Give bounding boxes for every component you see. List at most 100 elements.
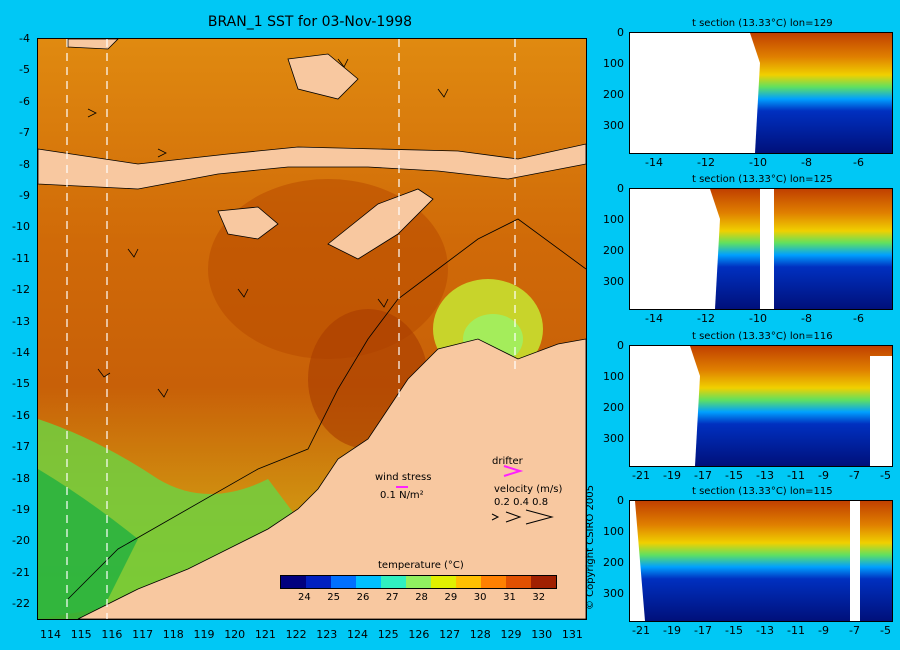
lon-tick-label: 116 bbox=[101, 628, 123, 641]
latitude-tick-label: -11 bbox=[787, 469, 805, 482]
lat-tick-label: -8 bbox=[19, 157, 30, 171]
lon-tick-label: 126 bbox=[408, 628, 430, 641]
colorbar-tick: 28 bbox=[415, 592, 428, 603]
latitude-tick-label: -6 bbox=[853, 156, 864, 169]
wind-stress-arrow-icon bbox=[396, 486, 408, 488]
colorbar-swatch bbox=[331, 576, 356, 588]
velocity-label: velocity (m/s) bbox=[494, 484, 563, 495]
latitude-tick-label: -7 bbox=[849, 624, 860, 637]
section-panel bbox=[629, 500, 893, 622]
section-plot bbox=[630, 346, 892, 466]
section-panel bbox=[629, 345, 893, 467]
latitude-tick-label: -15 bbox=[725, 469, 743, 482]
velocity-values: 0.2 0.4 0.8 bbox=[494, 497, 549, 508]
depth-tick-label: 100 bbox=[603, 370, 624, 383]
australia-landmass bbox=[77, 338, 586, 619]
section-title: t section (13.33°C) lon=115 bbox=[692, 486, 833, 497]
depth-tick-label: 0 bbox=[617, 494, 624, 507]
colorbar-tick: 32 bbox=[532, 592, 546, 603]
section-title: t section (13.33°C) lon=125 bbox=[692, 174, 833, 185]
colorbar-swatch bbox=[306, 576, 331, 588]
lat-tick-label: -22 bbox=[12, 597, 30, 611]
drifter-arrow-icon bbox=[503, 465, 524, 477]
latitude-tick-label: -10 bbox=[749, 156, 767, 169]
depth-tick-label: 200 bbox=[603, 88, 624, 101]
lat-tick-label: -4 bbox=[19, 32, 30, 45]
colorbar-tick: 29 bbox=[444, 592, 458, 603]
latitude-tick-label: -19 bbox=[663, 624, 681, 637]
lon-tick-label: 127 bbox=[439, 628, 461, 641]
latitude-tick-label: -7 bbox=[849, 469, 860, 482]
lat-tick-label: -14 bbox=[12, 346, 30, 359]
colorbar bbox=[280, 575, 557, 589]
lat-tick-label: -12 bbox=[12, 283, 30, 297]
lat-tick-label: -7 bbox=[19, 126, 30, 140]
depth-tick-label: 0 bbox=[617, 339, 624, 352]
colorbar-swatch bbox=[381, 576, 406, 588]
lat-tick-label: -5 bbox=[19, 63, 30, 77]
lon-tick-label: 125 bbox=[377, 628, 399, 641]
depth-tick-label: 100 bbox=[603, 57, 624, 70]
lat-tick-label: -18 bbox=[12, 471, 30, 485]
copyright: © Copyright CSIRO 2005 bbox=[585, 485, 596, 610]
latitude-tick-label: -21 bbox=[632, 624, 650, 637]
lon-tick-label: 123 bbox=[316, 628, 338, 641]
lon-tick-label: 124 bbox=[347, 628, 368, 641]
lon-tick-label: 128 bbox=[469, 628, 491, 641]
coastal-upwelling bbox=[38, 469, 138, 619]
colorbar-tick: 24 bbox=[298, 592, 311, 603]
colorbar-tick: 26 bbox=[356, 592, 370, 603]
sst-map bbox=[37, 38, 587, 620]
colorbar-swatch bbox=[281, 576, 306, 588]
colorbar-swatch bbox=[431, 576, 456, 588]
section-plot bbox=[630, 33, 892, 153]
section-plot bbox=[630, 189, 892, 309]
lat-tick-label: -11 bbox=[12, 251, 30, 265]
latitude-tick-label: -5 bbox=[880, 624, 891, 637]
lon-tick-label: 131 bbox=[561, 628, 583, 641]
latitude-tick-label: -11 bbox=[787, 624, 805, 637]
lon-tick-label: 117 bbox=[132, 628, 154, 641]
section-panel bbox=[629, 32, 893, 154]
latitude-tick-label: -14 bbox=[645, 156, 663, 169]
section-title: t section (13.33°C) lon=116 bbox=[692, 331, 833, 342]
section-title: t section (13.33°C) lon=129 bbox=[692, 18, 833, 29]
lat-tick-label: -9 bbox=[19, 189, 30, 202]
colorbar-tick: 31 bbox=[503, 592, 516, 603]
lon-tick-label: 120 bbox=[224, 628, 246, 641]
timor-island bbox=[327, 188, 434, 260]
lon-tick-label: 121 bbox=[254, 628, 276, 641]
latitude-tick-label: -13 bbox=[756, 469, 774, 482]
lat-tick-label: -20 bbox=[12, 534, 30, 548]
colorbar-swatch bbox=[456, 576, 481, 588]
sulawesi-coast bbox=[287, 53, 359, 100]
colorbar-tick: 30 bbox=[473, 592, 487, 603]
latitude-tick-label: -13 bbox=[756, 624, 774, 637]
drifter-label: drifter bbox=[492, 456, 523, 467]
latitude-tick-label: -10 bbox=[749, 312, 767, 325]
depth-tick-label: 100 bbox=[603, 525, 624, 538]
sst-map-canvas bbox=[38, 39, 586, 619]
depth-tick-label: 200 bbox=[603, 401, 624, 414]
land-mask bbox=[760, 189, 774, 309]
lon-tick-label: 130 bbox=[531, 628, 553, 641]
lat-tick-label: -15 bbox=[12, 377, 30, 391]
velocity-arrows-icon bbox=[491, 509, 554, 525]
latitude-tick-label: -17 bbox=[694, 624, 712, 637]
section-plot bbox=[630, 501, 892, 621]
latitude-tick-label: -8 bbox=[801, 156, 812, 169]
colorbar-swatch bbox=[481, 576, 506, 588]
java-coast bbox=[67, 39, 119, 50]
colorbar-swatch bbox=[406, 576, 431, 588]
land-mask bbox=[630, 33, 760, 153]
latitude-tick-label: -15 bbox=[725, 624, 743, 637]
colorbar-tick: 27 bbox=[385, 592, 399, 603]
lat-tick-label: -13 bbox=[12, 314, 30, 328]
sumba-island bbox=[217, 206, 279, 240]
latitude-tick-label: -17 bbox=[694, 469, 712, 482]
latitude-tick-label: -19 bbox=[663, 469, 681, 482]
depth-tick-label: 300 bbox=[603, 587, 624, 600]
lesser-sunda-islands bbox=[38, 143, 586, 190]
lat-tick-label: -19 bbox=[12, 503, 30, 516]
latitude-tick-label: -8 bbox=[801, 312, 812, 325]
